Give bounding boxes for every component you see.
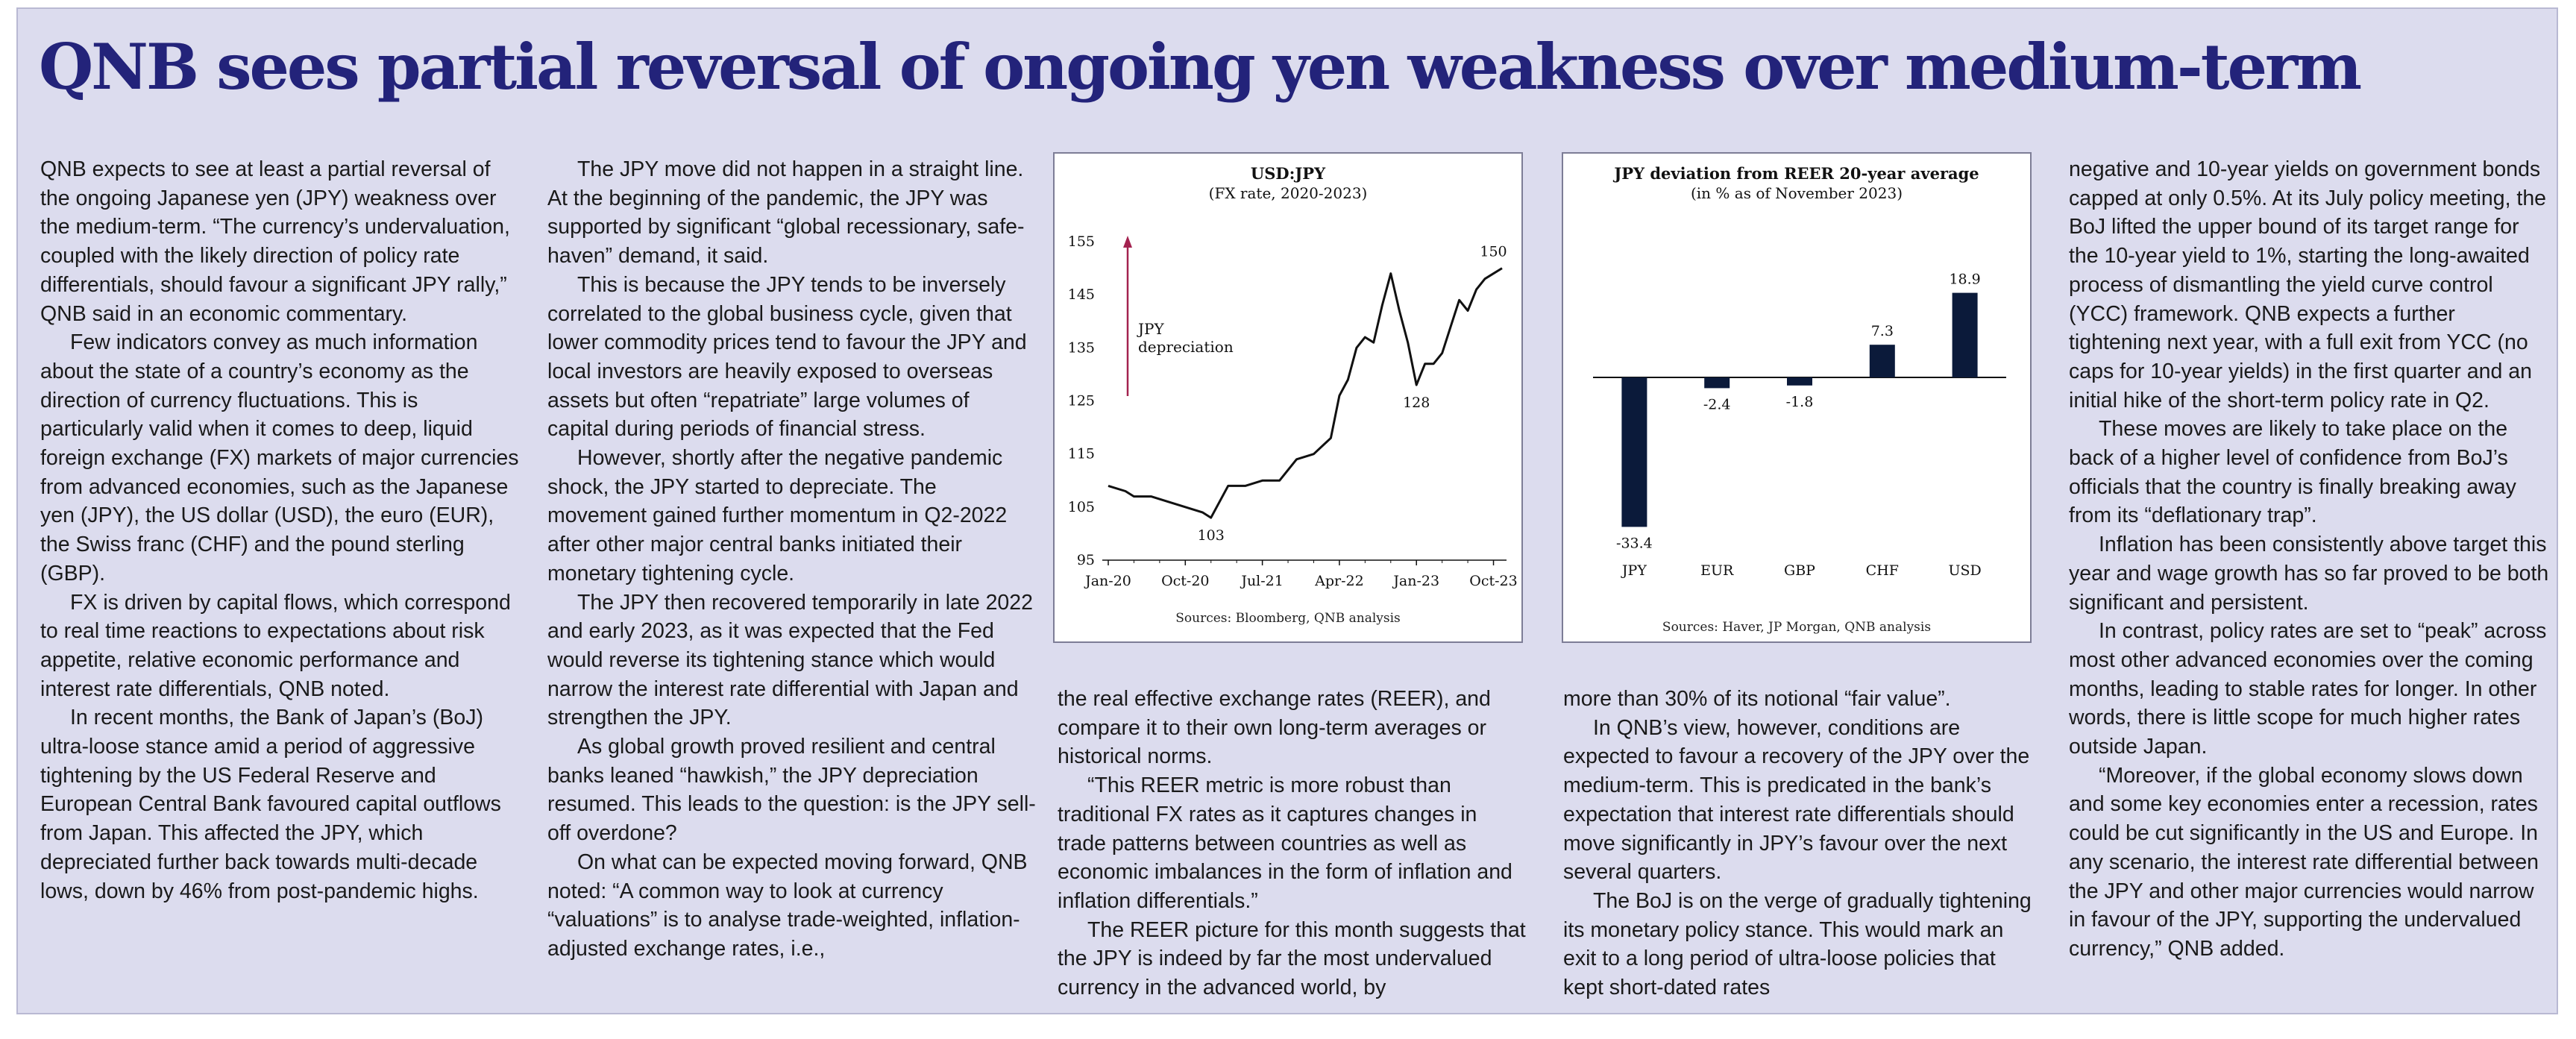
headline: QNB sees partial reversal of ongoing yen… [39,30,2362,104]
x-tick-label: Jul-21 [1240,573,1284,589]
paragraph: On what can be expected moving forward, … [547,850,1028,961]
paragraph: QNB expects to see at least a partial re… [40,157,510,326]
column-3: the real effective exchange rates (REER)… [1058,685,1531,1002]
bar-value-label: 7.3 [1871,323,1894,339]
paragraph: This is because the JPY tends to be inve… [547,272,1027,442]
chart-subtitle: (in % as of November 2023) [1691,184,1903,202]
bar-usd [1952,292,1978,377]
chart-title: JPY deviation from REER 20-year average [1612,164,1979,183]
x-tick-label: CHF [1866,562,1899,579]
paragraph: Few indicators convey as much informatio… [40,330,519,586]
chart-source: Sources: Haver, JP Morgan, QNB analysis [1662,620,1931,635]
paragraph: In recent months, the Bank of Japan’s (B… [40,706,501,903]
x-tick-label: EUR [1700,562,1734,579]
bar-gbp [1787,377,1812,386]
point-label: 150 [1480,244,1507,260]
paragraph: In QNB’s view, however, conditions are e… [1563,715,2030,885]
paragraph: Inflation has been consistently above ta… [2069,533,2549,615]
point-label: 128 [1403,395,1430,411]
x-tick-label: Apr-22 [1314,573,1364,589]
paragraph: negative and 10-year yields on governmen… [2069,157,2547,412]
usdjpy-line-chart: USD:JPY (FX rate, 2020-2023) JPY deprecia… [1053,152,1523,643]
chart-source: Sources: Bloomberg, QNB analysis [1175,611,1401,626]
x-tick-label: Oct-20 [1161,573,1209,589]
reer-bar-chart: JPY deviation from REER 20-year average … [1562,152,2032,643]
point-label: 103 [1198,527,1225,544]
column-4: more than 30% of its notional “fair valu… [1563,685,2041,1002]
paragraph: “This REER metric is more robust than tr… [1058,773,1512,913]
paragraph: FX is driven by capital flows, which cor… [40,590,511,701]
x-tick-label: Oct-23 [1469,573,1517,589]
article-page: QNB sees partial reversal of ongoing yen… [16,7,2558,1014]
paragraph: more than 30% of its notional “fair valu… [1563,687,1951,711]
paragraph: “Moreover, if the global economy slows d… [2069,763,2539,961]
annotation-line: depreciation [1138,338,1234,356]
paragraph: In contrast, policy rates are set to “pe… [2069,619,2547,759]
x-tick-label: Jan-20 [1084,573,1131,589]
bar-eur [1704,377,1730,389]
usdjpy-series-line [1108,267,1503,519]
x-tick-label: Jan-23 [1392,573,1439,589]
column-5: negative and 10-year yields on governmen… [2069,155,2550,964]
paragraph: The BoJ is on the verge of gradually tig… [1563,888,2032,1000]
x-tick-label: GBP [1784,562,1815,579]
column-2: The JPY move did not happen in a straigh… [547,155,1036,964]
bar-jpy [1621,377,1647,527]
paragraph: The JPY move did not happen in a straigh… [547,157,1025,269]
chart-subtitle: (FX rate, 2020-2023) [1209,184,1368,202]
column-1: QNB expects to see at least a partial re… [40,155,525,905]
reer-chart-svg: JPY deviation from REER 20-year average … [1593,164,2006,635]
y-tick-label: 135 [1068,339,1095,356]
x-tick-label: USD [1948,562,1981,579]
y-tick-label: 95 [1077,552,1095,568]
y-tick-label: 115 [1068,446,1095,462]
bar-value-label: -2.4 [1703,396,1731,412]
annotation-line: JPY [1137,320,1164,338]
paragraph: The REER picture for this month suggests… [1058,917,1526,1000]
bar-chf [1869,345,1895,377]
paragraph: the real effective exchange rates (REER)… [1058,687,1491,769]
chart-title: USD:JPY [1251,164,1326,183]
bar-value-label: -1.8 [1786,394,1814,410]
paragraph: These moves are likely to take place on … [2069,417,2516,528]
usdjpy-chart-svg: USD:JPY (FX rate, 2020-2023) JPY deprecia… [1068,164,1518,626]
y-tick-label: 105 [1068,499,1095,515]
bar-value-label: -33.4 [1616,535,1653,551]
paragraph: As global growth proved resilient and ce… [547,735,1036,846]
y-tick-label: 125 [1068,393,1095,409]
paragraph: However, shortly after the negative pand… [547,446,1008,586]
x-tick-label: JPY [1621,562,1647,579]
paragraph: The JPY then recovered temporarily in la… [547,590,1033,730]
y-tick-label: 155 [1068,233,1095,250]
depreciation-arrowhead [1123,236,1132,248]
depreciation-annotation: JPY depreciation [1137,320,1234,356]
bar-value-label: 18.9 [1949,271,1980,288]
y-tick-label: 145 [1068,286,1095,303]
